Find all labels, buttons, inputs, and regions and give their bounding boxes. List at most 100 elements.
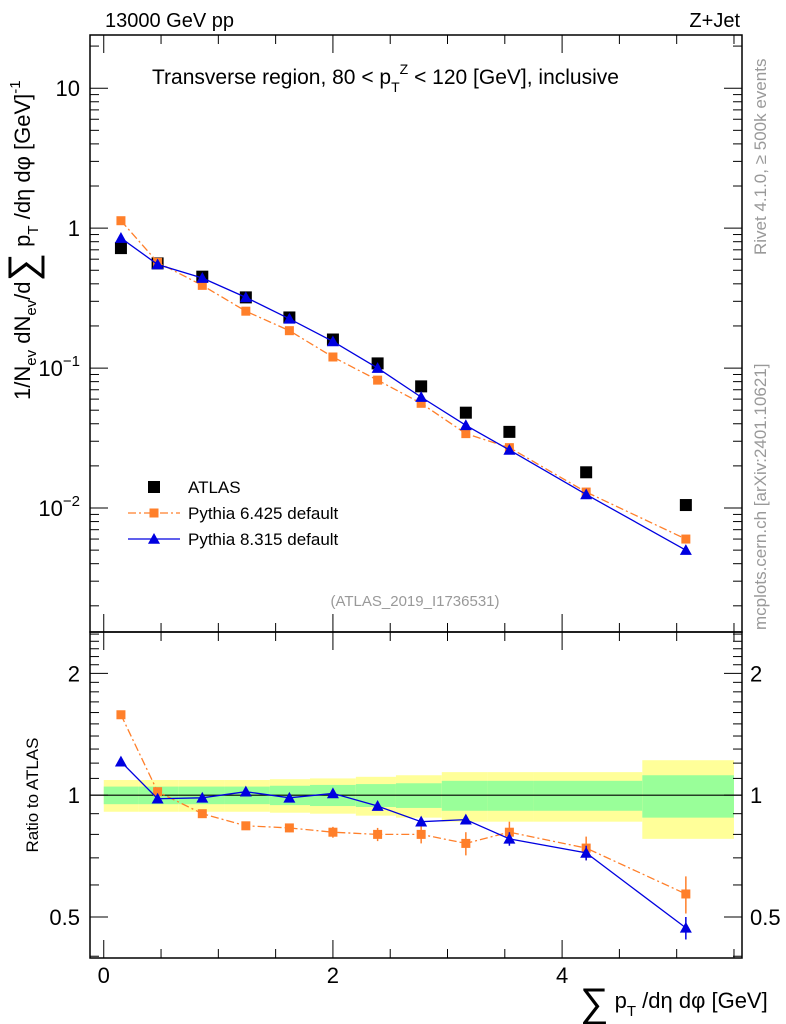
square-marker [284, 823, 294, 833]
triangle-marker [148, 533, 160, 544]
square-marker [416, 398, 426, 408]
y-axis-label: 1/Nev dNev/d∑ pT /dη dφ [GeV]-1 [1, 80, 45, 400]
y-tick-label-exponent: −2 [63, 493, 80, 510]
ratio-tick-label-left: 0.5 [49, 905, 80, 930]
triangle-marker [151, 792, 164, 804]
watermark: (ATLAS_2019_I1736531) [330, 593, 499, 610]
triangle-marker [326, 787, 339, 799]
yl: ∑ [1, 253, 45, 282]
square-marker [241, 821, 251, 831]
triangle-marker [415, 815, 428, 827]
header-right: Z+Jet [689, 10, 740, 32]
triangle-marker [580, 846, 593, 858]
y-tick-label-base: 1 [68, 216, 80, 241]
square-marker [461, 429, 471, 439]
ratio-tick-label-left: 2 [68, 661, 80, 686]
square-marker [328, 827, 338, 837]
triangle-marker [283, 312, 296, 324]
yl: 1/N [10, 366, 35, 400]
triangle-marker [196, 791, 209, 803]
triangle-marker [459, 419, 472, 431]
x-tick-label: 2 [327, 963, 339, 988]
title-part: Transverse region, 80 < p [152, 66, 391, 89]
square-marker [681, 889, 691, 899]
triangle-marker [239, 291, 252, 303]
square-marker [149, 508, 159, 518]
y-tick-label: 1 [68, 216, 80, 241]
xl: T [627, 1003, 636, 1020]
triangle-marker [371, 800, 384, 811]
square-marker [116, 710, 126, 720]
legend-label: Pythia 6.425 default [188, 504, 339, 523]
ratio-band-inner [487, 780, 534, 811]
ratio-line-1 [120, 714, 687, 895]
x-axis-label: ∑ pT /dη dφ [GeV] [580, 981, 768, 1024]
x-tick-label: 0 [98, 963, 110, 988]
triangle-marker [503, 443, 516, 455]
triangle-marker [503, 832, 516, 844]
xl: ∑ [580, 981, 609, 1024]
yl: dN [10, 316, 35, 350]
y-tick-label-base: 10 [56, 76, 80, 101]
triangle-marker [114, 755, 127, 767]
triangle-marker [283, 791, 296, 803]
series-line-1 [120, 220, 687, 540]
yl: p [10, 235, 35, 253]
triangle-marker [326, 335, 339, 347]
square-marker [197, 809, 207, 819]
title-sup: Z [400, 61, 409, 77]
ratio-band-inner [441, 780, 488, 811]
square-marker [373, 829, 383, 839]
ratio-tick-label-right: 0.5 [750, 905, 781, 930]
square-marker [503, 425, 516, 438]
ratio-band-inner [642, 775, 734, 818]
yl: ev [23, 349, 40, 365]
square-marker [373, 375, 383, 385]
y-tick-label: 10 [56, 76, 80, 101]
triangle-marker [459, 813, 472, 825]
yl: T [25, 225, 42, 234]
header-left: 13000 GeV pp [105, 10, 234, 32]
square-marker [284, 326, 294, 336]
square-marker [148, 481, 160, 493]
square-marker [241, 306, 251, 316]
square-marker [114, 242, 127, 255]
square-marker [459, 406, 472, 419]
y-tick-label-exponent: −1 [63, 353, 80, 370]
square-marker [461, 838, 471, 848]
y-tick-label-base: 10 [38, 496, 62, 521]
legend-label: Pythia 8.315 default [188, 530, 339, 549]
side-text-top: Rivet 4.1.0, ≥ 500k events [751, 59, 770, 255]
legend-label: ATLAS [188, 478, 241, 497]
square-marker [116, 216, 126, 226]
triangle-marker [679, 921, 692, 933]
triangle-marker [196, 272, 209, 283]
square-marker [153, 787, 163, 797]
square-marker [681, 534, 691, 544]
square-marker [416, 829, 426, 839]
xl: p [609, 988, 627, 1013]
yl: /dη dφ [GeV] [10, 94, 35, 226]
ratio-tick-label-left: 1 [68, 783, 80, 808]
yl: ev [23, 299, 40, 315]
ratio-line-2 [120, 761, 687, 929]
y-tick-label: 10−1 [38, 353, 80, 381]
y-tick-label-base: 10 [38, 356, 62, 381]
square-marker [580, 466, 593, 479]
xl: /dη dφ [GeV] [636, 988, 768, 1013]
triangle-marker [371, 362, 384, 373]
title-rest: < 120 [GeV], inclusive [408, 66, 619, 89]
triangle-marker [114, 232, 127, 243]
ratio-tick-label-right: 1 [750, 783, 762, 808]
ratio-tick-label-right: 2 [750, 661, 762, 686]
triangle-marker [415, 391, 428, 402]
square-marker [415, 380, 428, 393]
y-tick-label: 10−2 [38, 493, 80, 521]
title-sub: T [391, 79, 400, 95]
square-marker [679, 499, 692, 512]
ratio-band-inner [533, 780, 643, 811]
ratio-y-axis-label: Ratio to ATLAS [23, 738, 42, 853]
triangle-marker [239, 785, 252, 797]
